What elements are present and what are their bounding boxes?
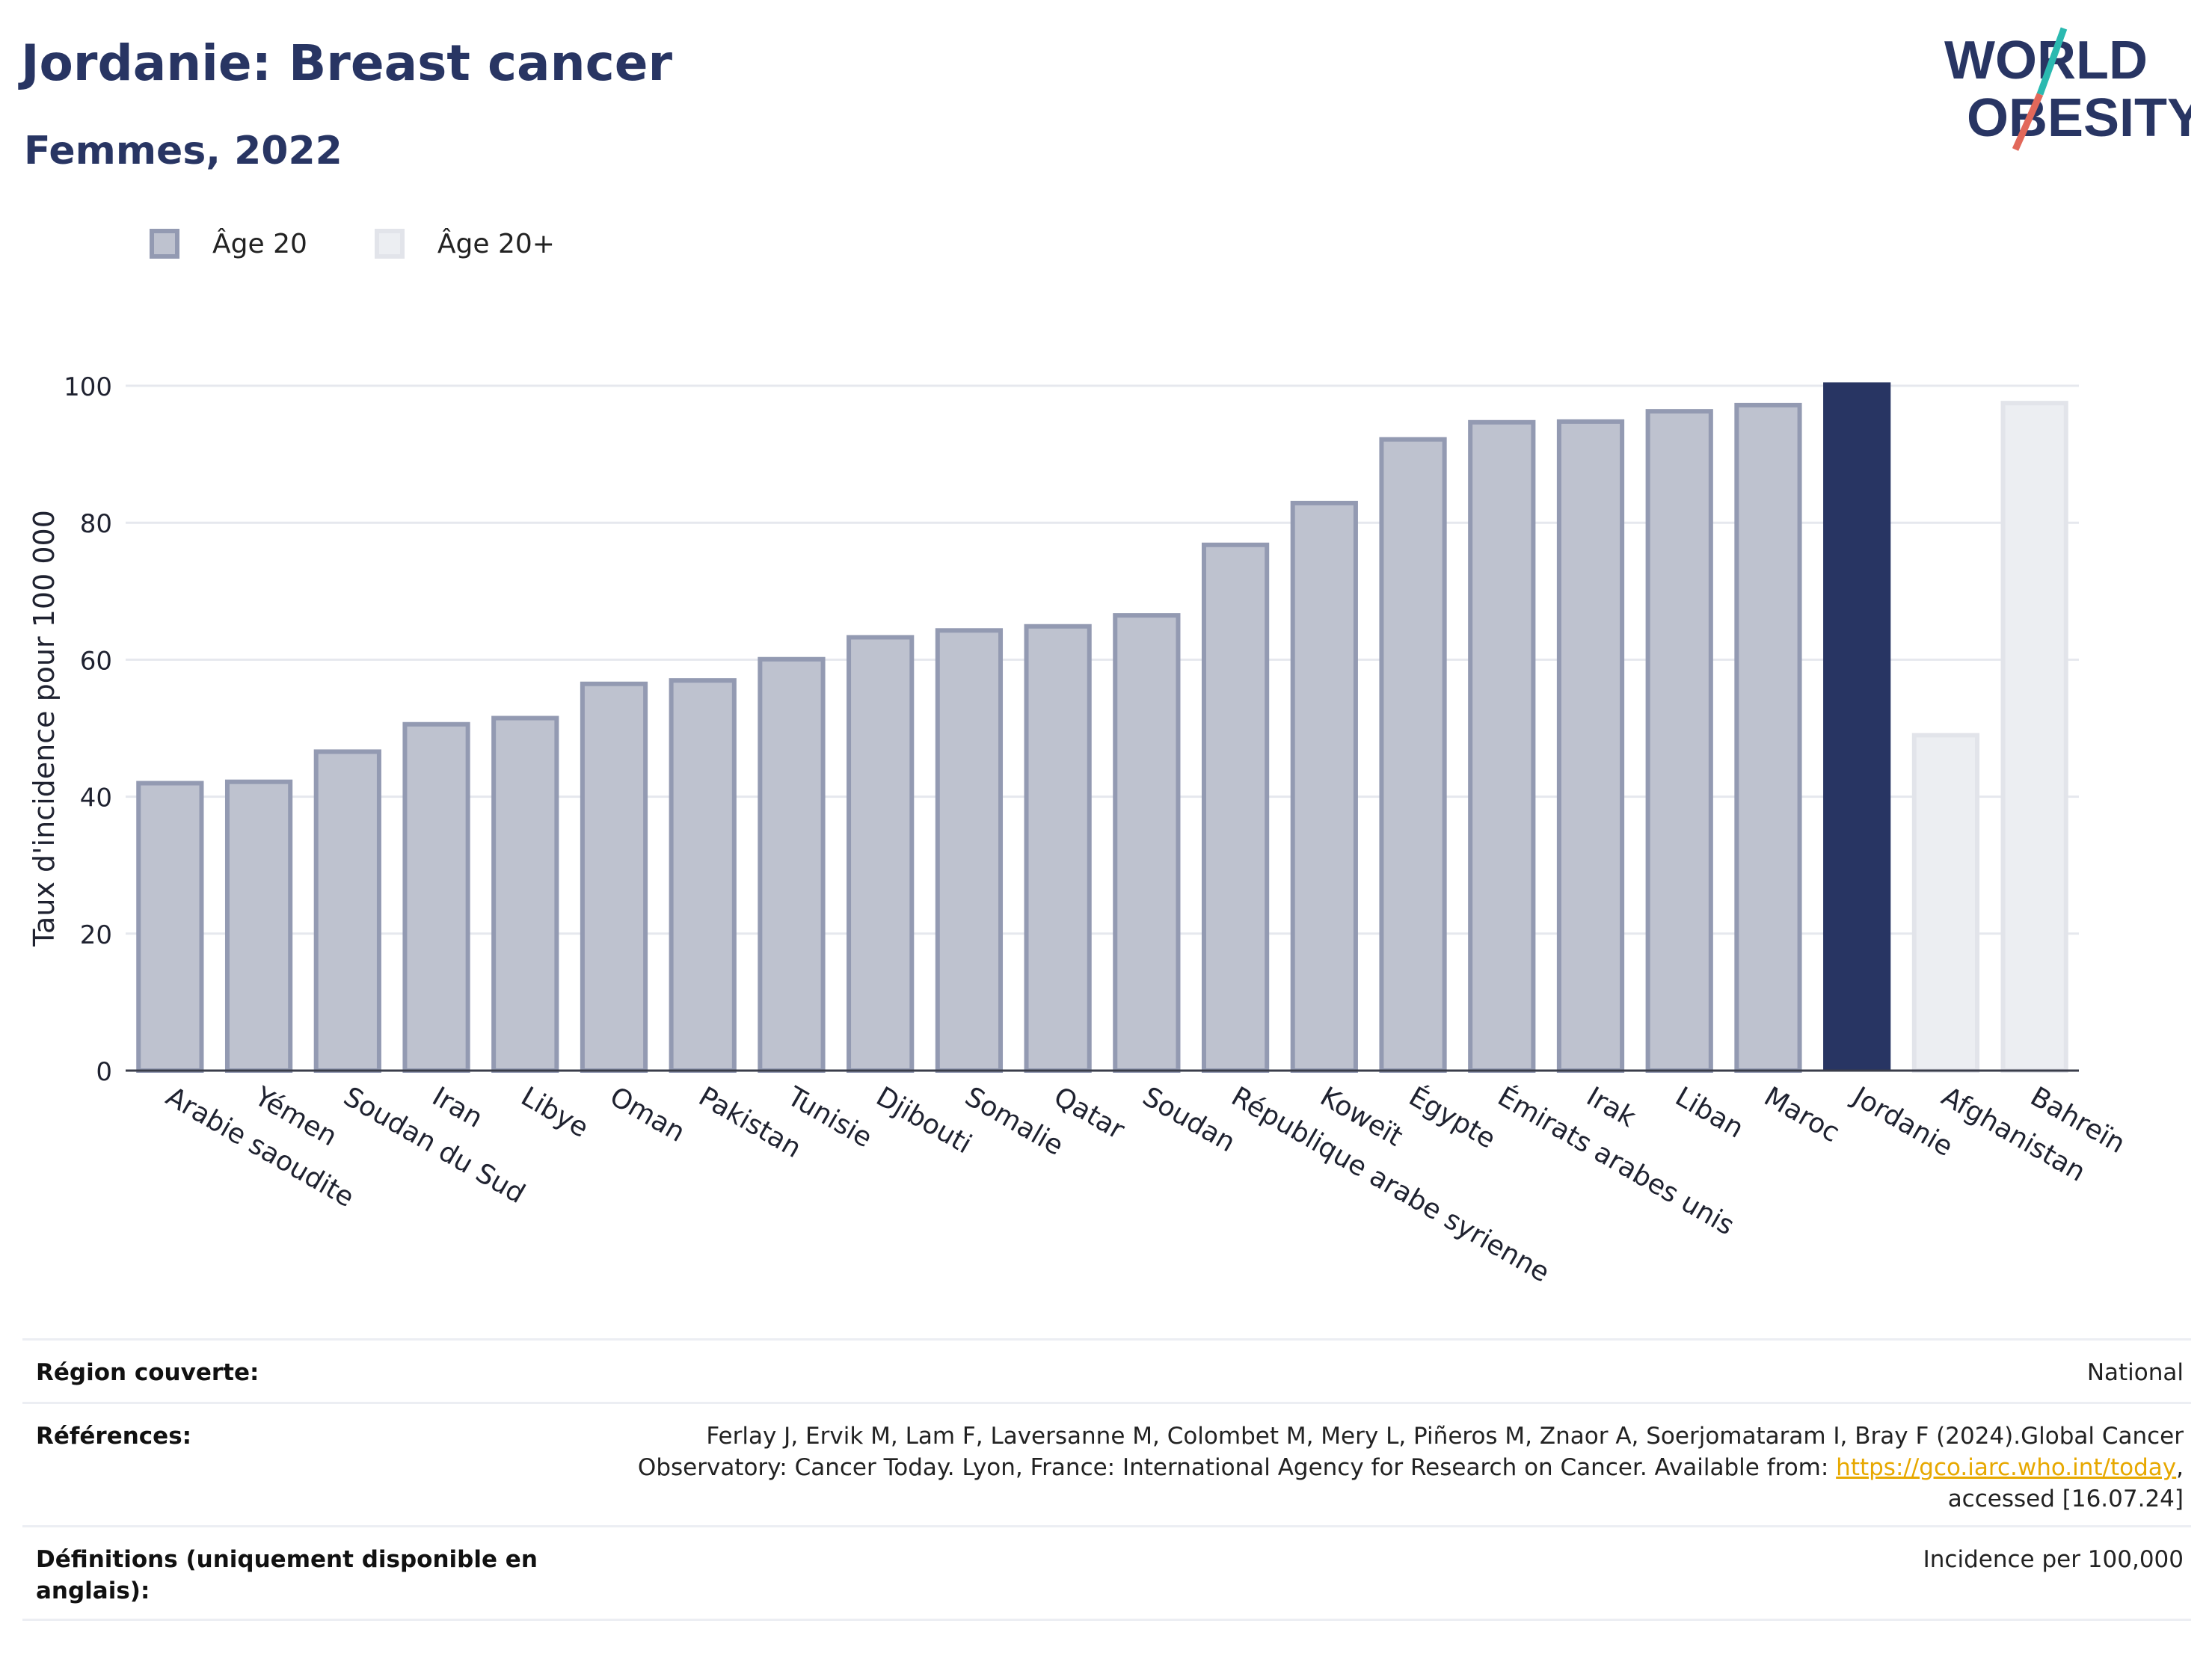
logo-slash-upper — [2036, 27, 2068, 96]
bar-djibouti[interactable] — [847, 635, 915, 1073]
bar-arabie-saoudite[interactable] — [136, 781, 204, 1073]
bar-jordanie[interactable] — [1823, 382, 1891, 1071]
references-text-end: , accessed [16.07.24] — [1947, 1454, 2184, 1512]
info-row-references: Références: Ferlay J, Ervik M, Lam F, La… — [22, 1402, 2191, 1527]
y-tick-labels: 0 20 40 60 80 100 — [64, 372, 112, 1087]
info-value-references: Ferlay J, Ervik M, Lam F, Laversanne M, … — [613, 1420, 2184, 1515]
x-tick-label: Jordanie — [1846, 1080, 1958, 1163]
y-tick-label: 60 — [80, 646, 112, 676]
x-tick-label: Liban — [1670, 1081, 1748, 1144]
bar-pakistan[interactable] — [669, 678, 737, 1073]
y-tick-label: 40 — [80, 784, 112, 813]
x-tick-label: Iran — [427, 1081, 488, 1134]
info-value-region: National — [2086, 1359, 2184, 1386]
legend-item-age20plus[interactable]: Âge 20+ — [374, 228, 555, 259]
logo-line2: OBESITY — [1967, 88, 2191, 148]
bar-maroc[interactable] — [1734, 402, 1802, 1073]
x-tick-label: Pakistan — [693, 1081, 806, 1164]
bar-bahreïn[interactable] — [2000, 401, 2068, 1074]
references-link[interactable]: https://gco.iarc.who.int/today — [1836, 1454, 2177, 1481]
info-label-region: Région couverte: — [36, 1359, 259, 1386]
bar-oman[interactable] — [580, 681, 648, 1073]
bar-somalie[interactable] — [935, 628, 1004, 1074]
bar-chart: 0 20 40 60 80 100 Arabie saouditeYémenSoudan … — [28, 372, 2130, 1289]
y-tick-label: 80 — [80, 509, 112, 539]
bars — [136, 382, 2068, 1074]
bar-soudan-du-sud[interactable] — [313, 749, 381, 1073]
bar-égypte[interactable] — [1379, 437, 1447, 1073]
y-tick-label: 20 — [80, 920, 112, 950]
legend-swatch-age20plus — [374, 229, 405, 259]
bar-yémen[interactable] — [224, 779, 293, 1073]
x-tick-label: Maroc — [1759, 1081, 1845, 1148]
info-row-bottom-border — [22, 1619, 2191, 1621]
x-tick-label: Égypte — [1404, 1080, 1501, 1154]
bar-république-arabe-syrienne[interactable] — [1201, 542, 1270, 1074]
legend-swatch-age20 — [150, 229, 179, 259]
bar-libye[interactable] — [491, 715, 559, 1074]
bar-tunisie[interactable] — [758, 656, 826, 1073]
bar-afghanistan[interactable] — [1911, 733, 1980, 1073]
bar-iran[interactable] — [402, 721, 470, 1073]
info-label-references: Références: — [36, 1423, 192, 1450]
logo-slash-lower — [2012, 93, 2044, 151]
world-obesity-logo: WORLD OBESITY — [1944, 27, 2191, 151]
x-tick-label: Oman — [605, 1081, 690, 1148]
legend-label-age20: Âge 20 — [212, 228, 307, 259]
x-tick-label: Soudan — [1137, 1081, 1241, 1158]
legend-item-age20[interactable]: Âge 20 — [150, 229, 307, 259]
x-tick-label: Djibouti — [871, 1081, 977, 1160]
x-tick-label: Somalie — [959, 1081, 1068, 1162]
bar-qatar[interactable] — [1024, 624, 1092, 1073]
references-text: Ferlay J, Ervik M, Lam F, Laversanne M, … — [637, 1423, 2184, 1481]
info-value-definitions: Incidence per 100,000 — [1923, 1546, 2184, 1573]
page-title: Jordanie: Breast cancer — [21, 34, 673, 92]
chart-legend: Âge 20 Âge 20+ — [150, 221, 592, 266]
x-tick-label: Libye — [516, 1081, 594, 1144]
bar-soudan[interactable] — [1113, 613, 1181, 1073]
bar-irak[interactable] — [1556, 419, 1625, 1074]
legend-label-age20plus: Âge 20+ — [437, 228, 555, 259]
y-axis-label: Taux d'incidence pour 100 000 — [28, 510, 61, 947]
y-tick-label: 0 — [96, 1057, 112, 1087]
info-label-definitions: Définitions (uniquement disponible en an… — [36, 1546, 538, 1604]
page-subtitle: Femmes, 2022 — [24, 129, 342, 173]
x-tick-label: Irak — [1582, 1081, 1641, 1133]
bar-émirats-arabes-unis[interactable] — [1468, 419, 1536, 1074]
info-row-definitions: Définitions (uniquement disponible en an… — [22, 1525, 2191, 1621]
info-row-region: Région couverte: National — [22, 1338, 2191, 1404]
bar-liban[interactable] — [1645, 409, 1713, 1074]
bar-koweït[interactable] — [1290, 500, 1358, 1073]
y-tick-label: 100 — [64, 372, 112, 402]
